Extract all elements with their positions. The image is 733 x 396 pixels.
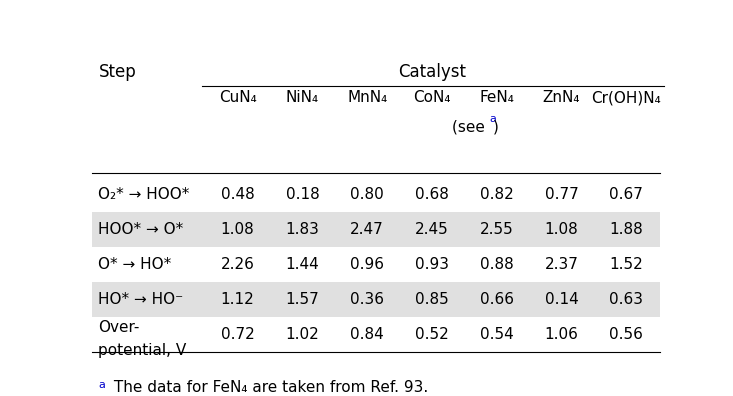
Text: potential, V: potential, V xyxy=(98,343,187,358)
Text: Cr(OH)N₄: Cr(OH)N₄ xyxy=(592,90,661,105)
Text: 0.93: 0.93 xyxy=(415,257,449,272)
Text: 1.44: 1.44 xyxy=(286,257,320,272)
Text: 0.67: 0.67 xyxy=(609,187,643,202)
Text: 0.88: 0.88 xyxy=(480,257,514,272)
Text: 1.02: 1.02 xyxy=(286,327,320,343)
Text: NiN₄: NiN₄ xyxy=(286,90,319,105)
Text: 0.96: 0.96 xyxy=(350,257,384,272)
Text: 0.63: 0.63 xyxy=(609,292,643,307)
Text: 0.14: 0.14 xyxy=(545,292,578,307)
Text: 2.26: 2.26 xyxy=(221,257,254,272)
Text: 2.47: 2.47 xyxy=(350,222,384,237)
Text: 1.08: 1.08 xyxy=(221,222,254,237)
Text: The data for FeN₄ are taken from Ref. 93.: The data for FeN₄ are taken from Ref. 93… xyxy=(108,380,428,395)
Bar xyxy=(92,282,660,317)
Text: a: a xyxy=(98,380,106,390)
Text: 1.52: 1.52 xyxy=(609,257,643,272)
Text: 0.80: 0.80 xyxy=(350,187,384,202)
Text: 1.83: 1.83 xyxy=(285,222,320,237)
Text: 0.82: 0.82 xyxy=(480,187,514,202)
Text: 0.84: 0.84 xyxy=(350,327,384,343)
Text: 0.36: 0.36 xyxy=(350,292,384,307)
Text: O* → HO*: O* → HO* xyxy=(98,257,172,272)
Text: 0.18: 0.18 xyxy=(286,187,320,202)
Text: 0.66: 0.66 xyxy=(479,292,514,307)
Text: 0.85: 0.85 xyxy=(415,292,449,307)
Text: ZnN₄: ZnN₄ xyxy=(542,90,581,105)
Text: 1.88: 1.88 xyxy=(609,222,643,237)
Text: Step: Step xyxy=(98,63,136,81)
Text: 1.12: 1.12 xyxy=(221,292,254,307)
Text: MnN₄: MnN₄ xyxy=(347,90,387,105)
Text: FeN₄: FeN₄ xyxy=(479,90,514,105)
Text: CuN₄: CuN₄ xyxy=(218,90,257,105)
Text: O₂* → HOO*: O₂* → HOO* xyxy=(98,187,190,202)
Text: 0.68: 0.68 xyxy=(415,187,449,202)
Text: 2.37: 2.37 xyxy=(545,257,578,272)
Text: (see: (see xyxy=(452,119,490,134)
Text: 1.06: 1.06 xyxy=(545,327,578,343)
Text: 0.56: 0.56 xyxy=(609,327,643,343)
Text: 0.54: 0.54 xyxy=(480,327,514,343)
Text: HOO* → O*: HOO* → O* xyxy=(98,222,184,237)
Text: 0.48: 0.48 xyxy=(221,187,254,202)
Text: HO* → HO⁻: HO* → HO⁻ xyxy=(98,292,183,307)
Text: 0.77: 0.77 xyxy=(545,187,578,202)
Text: 1.57: 1.57 xyxy=(286,292,320,307)
Text: Over-: Over- xyxy=(98,320,140,335)
Text: 2.55: 2.55 xyxy=(480,222,514,237)
Text: 2.45: 2.45 xyxy=(415,222,449,237)
Text: ): ) xyxy=(493,119,499,134)
Text: Catalyst: Catalyst xyxy=(398,63,466,81)
Text: 0.52: 0.52 xyxy=(415,327,449,343)
Text: 1.08: 1.08 xyxy=(545,222,578,237)
Text: a: a xyxy=(490,114,497,124)
Text: 0.72: 0.72 xyxy=(221,327,254,343)
Text: CoN₄: CoN₄ xyxy=(413,90,451,105)
Bar xyxy=(92,212,660,247)
